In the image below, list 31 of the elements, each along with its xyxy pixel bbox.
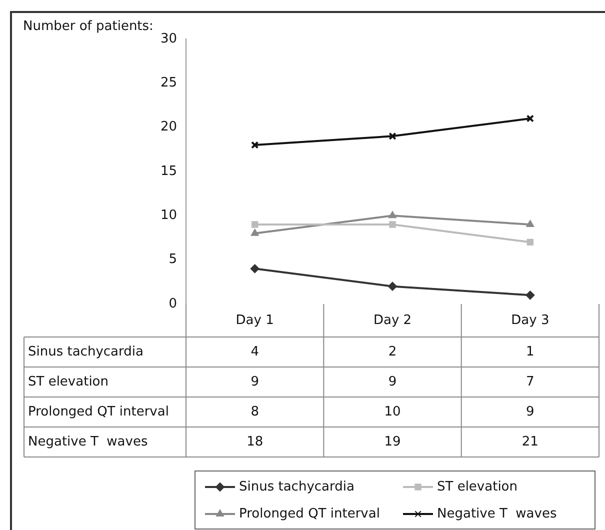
x-tick-label: Day 2 (373, 312, 412, 328)
x-tick-label: Day 3 (511, 312, 550, 328)
legend-label: ST elevation (437, 479, 518, 494)
y-tick-label: 10 (160, 208, 177, 224)
y-tick-label: 15 (160, 164, 177, 179)
text: Prolonged QT interval (28, 404, 169, 420)
data-label: 19 (384, 434, 401, 450)
data-label: 9 (388, 374, 397, 390)
data-label: 10 (384, 404, 401, 420)
legend-label: Negative T waves (437, 506, 557, 522)
text: ST elevation (28, 374, 108, 390)
text: Negative T waves (28, 434, 148, 450)
data-label: 1 (526, 344, 534, 360)
data-label: 9 (250, 374, 259, 390)
y-tick-label: 0 (168, 296, 177, 312)
y-axis-title: Number of patients: (23, 18, 154, 34)
data-label: 9 (526, 404, 534, 420)
data-label: 21 (522, 434, 538, 450)
data-label: 8 (250, 404, 259, 420)
legend-label: Sinus tachycardia (239, 479, 354, 494)
data-label: 2 (388, 344, 397, 360)
data-label: 18 (246, 434, 264, 450)
x-tick-label: Day 1 (236, 312, 274, 328)
y-tick-label: 25 (160, 76, 177, 91)
data-label: 4 (250, 344, 259, 360)
data-label: 7 (526, 374, 534, 390)
legend-label: Prolonged QT interval (239, 506, 380, 522)
y-tick-label: 20 (160, 120, 177, 135)
y-tick-label: 5 (168, 252, 177, 268)
text: Sinus tachycardia (28, 344, 144, 360)
y-tick-label: 30 (160, 31, 177, 46)
